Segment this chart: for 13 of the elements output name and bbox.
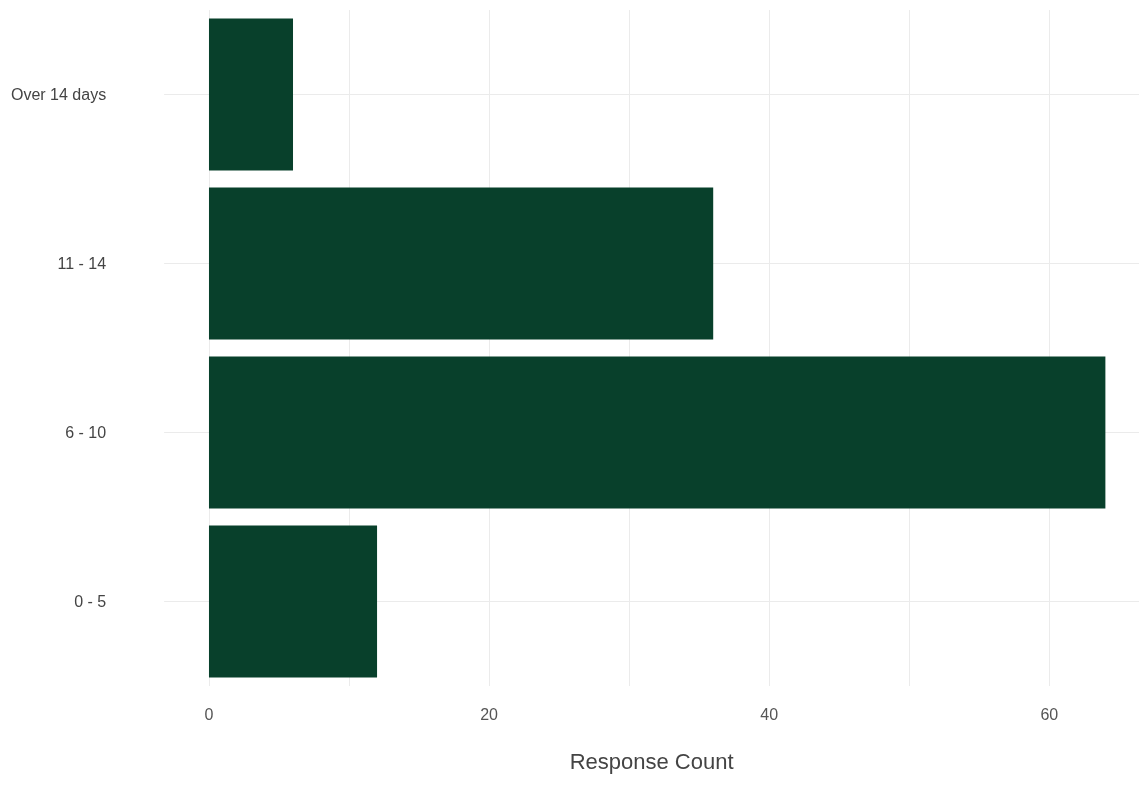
x-tick-label: 0 [204, 705, 214, 723]
bar [208, 525, 378, 678]
x-tick-label: 40 [760, 705, 779, 723]
y-tick-label: 0 - 5 [74, 593, 107, 610]
x-tick-label: 20 [480, 705, 499, 723]
bar [208, 187, 714, 340]
y-tick-label: Over 14 days [11, 86, 107, 103]
x-axis-title: Response Count [569, 748, 734, 774]
y-tick-label: 6 - 10 [65, 424, 107, 441]
x-tick-label: 60 [1040, 705, 1059, 723]
y-tick-label: 11 - 14 [57, 255, 107, 272]
bar [208, 18, 294, 171]
bar [208, 356, 1106, 509]
